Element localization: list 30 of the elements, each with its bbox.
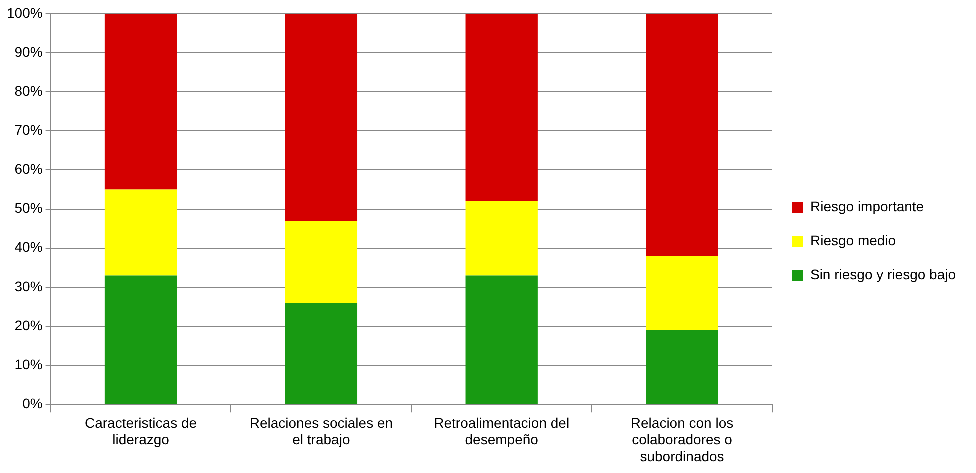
y-tick-label: 90% bbox=[14, 44, 43, 60]
bar bbox=[285, 303, 358, 404]
y-tick-label: 100% bbox=[6, 4, 43, 21]
x-tick-label: Relaciones sociales en el trabajo bbox=[250, 414, 394, 448]
x-tick-label: Caracteristicas de liderazgo bbox=[84, 414, 198, 448]
y-tick-label: 20% bbox=[14, 317, 43, 334]
bar bbox=[646, 256, 718, 330]
bar bbox=[285, 14, 358, 222]
y-tick-label: 40% bbox=[14, 239, 43, 256]
bar bbox=[646, 330, 718, 404]
y-tick-label: 70% bbox=[14, 122, 43, 138]
y-tick-label: 50% bbox=[14, 200, 43, 216]
y-tick-label: 10% bbox=[14, 356, 43, 372]
y-tick-label: 80% bbox=[14, 82, 43, 99]
bar bbox=[104, 190, 178, 276]
legend-label: Riesgo medio bbox=[810, 232, 896, 248]
bar bbox=[466, 14, 538, 202]
y-tick-label: 30% bbox=[14, 278, 43, 294]
bar bbox=[104, 14, 178, 190]
x-tick-label: Relacion con los colaboradores o subordinados bbox=[630, 414, 734, 464]
bar bbox=[646, 14, 718, 256]
y-tick-label: 0% bbox=[22, 395, 43, 412]
bar bbox=[466, 201, 538, 276]
bar bbox=[104, 276, 178, 404]
legend-label: Sin riesgo y riesgo bajo bbox=[810, 266, 956, 282]
legend-label: Riesgo importante bbox=[810, 198, 924, 214]
x-tick-label: Retroalimentacion del desempeño bbox=[434, 414, 570, 448]
bar bbox=[285, 221, 358, 304]
bar bbox=[466, 276, 538, 404]
y-tick-label: 60% bbox=[14, 161, 43, 178]
